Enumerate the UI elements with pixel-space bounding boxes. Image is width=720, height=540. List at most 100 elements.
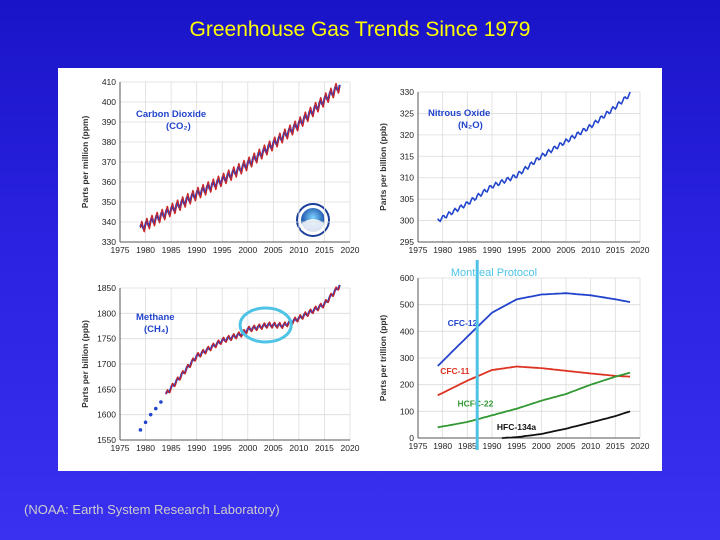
co2-xtick-label: 1990	[187, 245, 206, 255]
cfcs-ylabel: Parts per trillion (ppt)	[378, 315, 388, 402]
cfcs-xtick-label: 1975	[409, 441, 428, 451]
methane-plateau-highlight	[238, 306, 293, 344]
co2-ytick-label: 360	[102, 177, 116, 187]
ch4-xtick-label: 1985	[162, 443, 181, 453]
ch4-ytick-label: 1650	[97, 384, 116, 394]
n2o-ytick-label: 310	[400, 173, 414, 183]
n2o-xtick-label: 1975	[409, 245, 428, 255]
ch4-xtick-label: 1980	[136, 443, 155, 453]
n2o-label-name: Nitrous Oxide	[428, 108, 490, 119]
n2o-ytick-label: 325	[400, 108, 414, 118]
noaa-logo-icon	[296, 203, 330, 237]
co2-ytick-label: 380	[102, 137, 116, 147]
cfcs-ytick-label: 600	[400, 273, 414, 283]
cfcs-ytick-label: 400	[400, 326, 414, 336]
co2-xtick-label: 2015	[315, 245, 334, 255]
ch4-xtick-label: 2000	[238, 443, 257, 453]
co2-ytick-label: 330	[102, 237, 116, 247]
co2-xtick-label: 1995	[213, 245, 232, 255]
ch4-xtick-label: 2015	[315, 443, 334, 453]
ch4-xtick-label: 1990	[187, 443, 206, 453]
cfcs-xtick-label: 2010	[581, 441, 600, 451]
n2o-ytick-label: 315	[400, 151, 414, 161]
ch4-ytick-label: 1550	[97, 435, 116, 445]
ch4-seasonal-line	[165, 285, 341, 395]
co2-xtick-label: 1980	[136, 245, 155, 255]
ch4-xtick-label: 1995	[213, 443, 232, 453]
n2o-xtick-label: 2020	[631, 245, 650, 255]
cfcs-xtick-label: 2000	[532, 441, 551, 451]
n2o-ytick-label: 330	[400, 87, 414, 97]
ch4-ytick-label: 1750	[97, 334, 116, 344]
n2o-xtick-label: 1985	[458, 245, 477, 255]
co2-ylabel: Parts per million (ppm)	[80, 116, 90, 209]
series-hfc-134a-label: HFC-134a	[497, 422, 536, 432]
n2o-label-formula: (N₂O)	[458, 120, 483, 131]
ch4-ytick-label: 1800	[97, 308, 116, 318]
n2o-ytick-label: 300	[400, 216, 414, 226]
ch4-label-name: Methane	[136, 312, 175, 323]
ch4-chart: 1550 1600 1650 1700 1750 1800 1850 1975 1980 1985…	[80, 283, 360, 453]
cfcs-chart: 0 100 200 300 400 500 600 1975 1980 1985 1990 1995 2…	[378, 260, 650, 451]
co2-xtick-label: 2020	[341, 245, 360, 255]
ch4-xtick-label: 2020	[341, 443, 360, 453]
n2o-xtick-label: 1980	[433, 245, 452, 255]
co2-ytick-label: 340	[102, 217, 116, 227]
series-cfc-12-label: CFC-12	[448, 318, 478, 328]
cfcs-xtick-label: 1985	[458, 441, 477, 451]
cfcs-xtick-label: 2005	[557, 441, 576, 451]
n2o-line	[437, 91, 631, 223]
ch4-xtick-label: 2005	[264, 443, 283, 453]
n2o-xtick-label: 2010	[581, 245, 600, 255]
co2-label-formula: (CO₂)	[166, 121, 191, 132]
ch4-early-point	[148, 412, 153, 417]
co2-xtick-label: 2000	[238, 245, 257, 255]
ch4-early-point	[138, 428, 143, 432]
series-hcfc-22-line	[437, 371, 631, 429]
ch4-early-point	[153, 406, 158, 411]
n2o-xtick-label: 2000	[532, 245, 551, 255]
ch4-ytick-label: 1700	[97, 359, 116, 369]
co2-chart: 330 340 350 360 370 380 390 400 410 1975 1980 1985 1…	[80, 77, 360, 255]
series-hfc-134a-line	[501, 410, 631, 439]
n2o-ytick-label: 305	[400, 194, 414, 204]
slide-title: Greenhouse Gas Trends Since 1979	[189, 18, 531, 41]
cfcs-xtick-label: 2015	[606, 441, 625, 451]
n2o-chart: 295 300 305 310 315 320 325 330 1975 1980 1985 1990…	[378, 87, 650, 255]
cfcs-ytick-label: 100	[400, 406, 414, 416]
ch4-ytick-label: 1850	[97, 283, 116, 293]
ch4-ylabel: Parts per billion (ppb)	[80, 320, 90, 408]
co2-ytick-label: 370	[102, 157, 116, 167]
cfcs-ytick-label: 300	[400, 353, 414, 363]
co2-ytick-label: 390	[102, 117, 116, 127]
n2o-ytick-label: 295	[400, 237, 414, 247]
co2-xtick-label: 2010	[289, 245, 308, 255]
source-credit: (NOAA: Earth System Research Laboratory)	[24, 502, 280, 517]
ch4-early-point	[143, 420, 148, 425]
co2-xtick-label: 2005	[264, 245, 283, 255]
series-cfc-11-label: CFC-11	[440, 366, 470, 376]
series-cfc-12-line	[437, 292, 631, 367]
ch4-label-formula: (CH₄)	[144, 324, 169, 335]
n2o-xtick-label: 1990	[483, 245, 502, 255]
n2o-xtick-label: 2005	[557, 245, 576, 255]
n2o-ytick-label: 320	[400, 130, 414, 140]
cfcs-xtick-label: 1980	[433, 441, 452, 451]
series-cfc-11-line	[437, 365, 631, 397]
ch4-ytick-label: 1600	[97, 410, 116, 420]
chart-panel: 330 340 350 360 370 380 390 400 410 1975 1980 1985 1…	[58, 68, 662, 471]
series-hcfc-22-label: HCFC-22	[457, 399, 493, 409]
co2-xtick-label: 1985	[162, 245, 181, 255]
n2o-xtick-label: 1995	[507, 245, 526, 255]
cfcs-xtick-label: 1995	[507, 441, 526, 451]
co2-ytick-label: 400	[102, 97, 116, 107]
ch4-xtick-label: 2010	[289, 443, 308, 453]
ch4-early-point	[159, 400, 163, 404]
n2o-ylabel: Parts per billion (ppb)	[378, 123, 388, 211]
ch4-xtick-label: 1975	[111, 443, 130, 453]
co2-ytick-label: 410	[102, 77, 116, 87]
cfcs-ytick-label: 500	[400, 300, 414, 310]
n2o-xtick-label: 2015	[606, 245, 625, 255]
cfcs-xtick-label: 2020	[631, 441, 650, 451]
